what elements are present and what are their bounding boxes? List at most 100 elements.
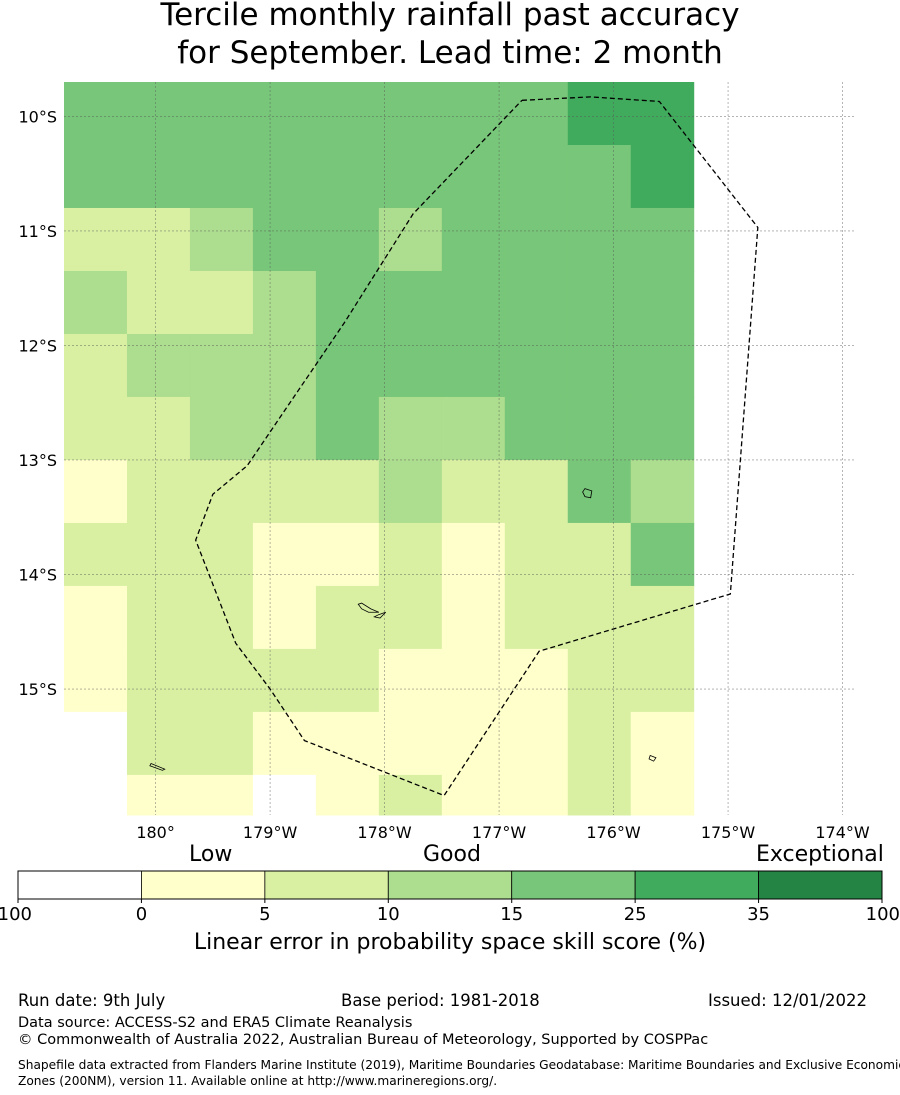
copyright: © Commonwealth of Australia 2022, Austra… — [18, 1032, 709, 1048]
skill-cell — [315, 585, 380, 650]
skill-cell — [441, 207, 506, 272]
skill-cell — [252, 648, 317, 713]
skill-cell — [315, 459, 380, 524]
skill-cell — [378, 82, 443, 146]
skill-cell — [126, 774, 191, 816]
chart-title: Tercile monthly rainfall past accuracy f… — [0, 0, 900, 72]
skill-cell — [378, 396, 443, 461]
skill-cell — [630, 207, 695, 272]
skill-cell — [64, 82, 128, 146]
skill-cell — [315, 648, 380, 713]
skill-cell — [252, 459, 317, 524]
colorbar-segment — [511, 870, 636, 900]
lon-label: 174°W — [815, 823, 870, 842]
skill-cell — [504, 333, 569, 398]
lat-label: 11°S — [18, 222, 57, 241]
skill-cell — [504, 522, 569, 587]
colorbar-tick-label: -100 — [0, 904, 32, 925]
skill-cell — [64, 585, 128, 650]
skill-cell — [504, 396, 569, 461]
colorbar-segment — [141, 870, 266, 900]
skill-cell — [189, 333, 254, 398]
skill-cell — [630, 774, 695, 816]
colorbar-tick-label: 5 — [259, 904, 270, 925]
skill-cell — [315, 333, 380, 398]
colorbar-ticks: -100 0 5 10 15 25 35 100 — [0, 899, 900, 925]
skill-cell — [567, 522, 632, 587]
skill-cell — [567, 585, 632, 650]
skill-cell — [126, 144, 191, 209]
skill-cell — [567, 711, 632, 776]
skill-cell — [252, 396, 317, 461]
data-source: Data source: ACCESS-S2 and ERA5 Climate … — [18, 1015, 413, 1031]
colorbar-tick-label: 35 — [747, 904, 770, 925]
skill-cell — [189, 774, 254, 816]
skill-cell — [378, 270, 443, 335]
skill-cell — [189, 585, 254, 650]
skill-cell — [378, 648, 443, 713]
skill-cell — [504, 585, 569, 650]
colorbar-label-good: Good — [423, 842, 481, 867]
skill-cell — [630, 82, 695, 146]
skill-cell — [126, 333, 191, 398]
lon-label: 180° — [136, 823, 175, 842]
skill-cell — [189, 711, 254, 776]
skill-cell — [189, 522, 254, 587]
skill-cell — [64, 270, 128, 335]
skill-cell — [126, 82, 191, 146]
skill-cell — [504, 144, 569, 209]
lat-label: 14°S — [18, 565, 57, 584]
skill-cell — [189, 144, 254, 209]
skill-cell — [252, 522, 317, 587]
skill-cell — [189, 396, 254, 461]
skill-cell — [252, 333, 317, 398]
skill-cell — [126, 711, 191, 776]
skill-cell — [441, 333, 506, 398]
skill-cell — [315, 270, 380, 335]
skill-cell — [441, 711, 506, 776]
skill-cell — [504, 459, 569, 524]
colorbar-tick-label: 10 — [377, 904, 400, 925]
skill-cell — [315, 207, 380, 272]
lat-label: 10°S — [18, 107, 57, 126]
skill-cell — [567, 144, 632, 209]
eez-boundary — [194, 96, 759, 797]
skill-cell — [441, 522, 506, 587]
skill-cell — [252, 207, 317, 272]
skill-cell — [315, 82, 380, 146]
colorbar-label-low: Low — [189, 842, 233, 867]
skill-cell — [252, 585, 317, 650]
island-outline — [648, 754, 657, 762]
skill-cell — [252, 82, 317, 146]
skill-cell — [126, 648, 191, 713]
skill-cell — [64, 207, 128, 272]
skill-cell — [126, 270, 191, 335]
skill-cell — [630, 270, 695, 335]
skill-cell — [630, 585, 695, 650]
colorbar-segment — [758, 870, 883, 900]
run-date: Run date: 9th July — [18, 991, 166, 1010]
skill-cell — [567, 774, 632, 816]
skill-cell — [504, 270, 569, 335]
skill-cell — [189, 270, 254, 335]
issued-date: Issued: 12/01/2022 — [708, 991, 868, 1010]
latitude-labels: 10°S 11°S 12°S 13°S 14°S 15°S — [18, 107, 57, 699]
skill-cell — [441, 82, 506, 146]
colorbar-segment — [264, 870, 389, 900]
lat-label: 12°S — [18, 336, 57, 355]
colorbar-segment — [17, 870, 142, 900]
lat-label: 13°S — [18, 451, 57, 470]
skill-cell — [64, 333, 128, 398]
skill-cell — [504, 82, 569, 146]
shapefile-credit-line1: Shapefile data extracted from Flanders M… — [18, 1058, 900, 1072]
skill-cell — [630, 144, 695, 209]
skill-cell — [567, 459, 632, 524]
skill-cell — [567, 648, 632, 713]
skill-cell — [441, 144, 506, 209]
chart-title-line2: for September. Lead time: 2 month — [177, 35, 723, 71]
island-outline — [149, 762, 166, 771]
skill-cell — [126, 207, 191, 272]
island-outline — [357, 602, 380, 613]
chart-title-line1: Tercile monthly rainfall past accuracy — [160, 0, 740, 33]
skill-cell — [504, 648, 569, 713]
